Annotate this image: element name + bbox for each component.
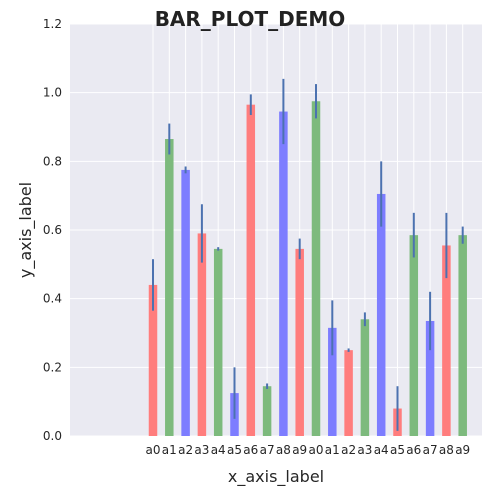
y-tick-label: 0.6 bbox=[43, 223, 62, 237]
y-tick-label: 1.2 bbox=[43, 17, 62, 31]
chart-title: BAR_PLOT_DEMO bbox=[155, 7, 346, 31]
bar-a0-10 bbox=[311, 101, 321, 436]
bar-a7-17 bbox=[425, 320, 435, 436]
x-tick-label: a9 bbox=[292, 443, 307, 457]
x-tick-label: a9 bbox=[455, 443, 470, 457]
x-tick-label: a1 bbox=[325, 443, 340, 457]
y-tick-labels: 0.0 0.2 0.4 0.6 0.8 1.0 1.2 bbox=[43, 17, 62, 443]
x-tick-label: a4 bbox=[211, 443, 226, 457]
bar-a0-0 bbox=[148, 284, 158, 436]
x-tick-label: a6 bbox=[406, 443, 421, 457]
x-tick-label: a0 bbox=[309, 443, 324, 457]
bar-a1-11 bbox=[328, 327, 337, 436]
bar-a9-19 bbox=[458, 235, 467, 436]
x-tick-label: a2 bbox=[341, 443, 356, 457]
x-tick-label: a2 bbox=[178, 443, 193, 457]
x-tick-label: a6 bbox=[243, 443, 258, 457]
bar-a1-1 bbox=[165, 139, 174, 436]
bar-a6-6 bbox=[246, 104, 256, 436]
x-tick-label: a4 bbox=[374, 443, 389, 457]
bar-a4-4 bbox=[213, 248, 223, 436]
x-tick-label: a3 bbox=[194, 443, 209, 457]
bar-a8-8 bbox=[279, 111, 288, 437]
y-axis-label: y_axis_label bbox=[16, 182, 36, 278]
x-tick-label: a8 bbox=[276, 443, 291, 457]
y-tick-label: 0.0 bbox=[43, 429, 62, 443]
bar-a2-12 bbox=[344, 350, 353, 436]
y-tick-label: 0.8 bbox=[43, 154, 62, 168]
x-tick-label: a3 bbox=[357, 443, 372, 457]
y-tick-label: 1.0 bbox=[43, 86, 62, 100]
bar-a3-3 bbox=[197, 233, 207, 436]
y-tick-label: 0.4 bbox=[43, 292, 62, 306]
x-tick-label: a5 bbox=[390, 443, 405, 457]
x-tick-label: a1 bbox=[162, 443, 177, 457]
error-bars bbox=[152, 78, 464, 431]
bar-a4-14 bbox=[376, 193, 386, 436]
x-tick-label: a8 bbox=[439, 443, 454, 457]
y-tick-label: 0.2 bbox=[43, 360, 62, 374]
x-tick-label: a7 bbox=[260, 443, 275, 457]
bar-a8-18 bbox=[442, 245, 451, 436]
x-tick-label: a0 bbox=[146, 443, 161, 457]
bar-a7-7 bbox=[262, 386, 272, 436]
x-axis-label: x_axis_label bbox=[228, 467, 324, 487]
x-tick-label: a5 bbox=[227, 443, 242, 457]
bar-a6-16 bbox=[409, 235, 419, 436]
x-tick-labels: a0 a1 a2 a3 a4 a5 a6 a7 a8 a9 a0 a1 a2 a3 a4 a5 a6 a7 a8 a9 bbox=[146, 443, 471, 457]
x-tick-label: a7 bbox=[423, 443, 438, 457]
bar-a2-2 bbox=[181, 169, 190, 436]
bar-a9-9 bbox=[295, 248, 304, 436]
bar-series bbox=[148, 101, 467, 437]
bar-a3-13 bbox=[360, 319, 370, 436]
